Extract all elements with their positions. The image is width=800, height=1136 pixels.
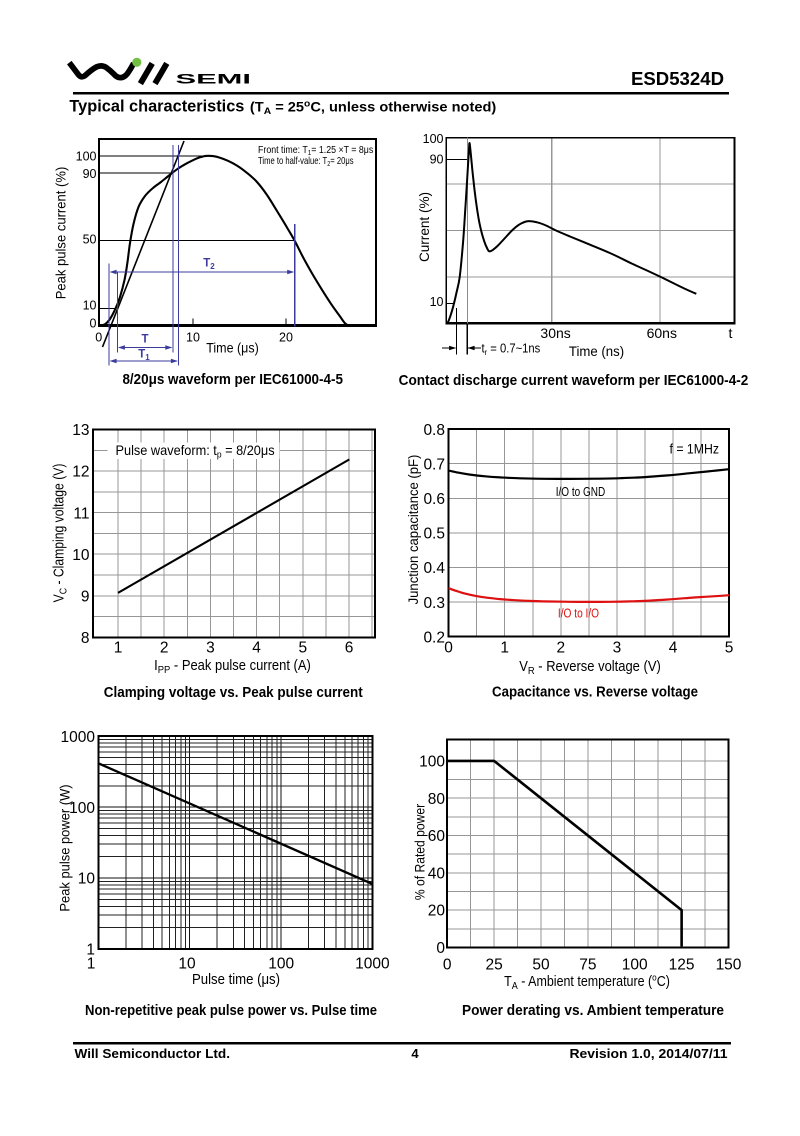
svg-text:10: 10: [72, 547, 90, 564]
svg-text:Front time: T1= 1.25 ×T = 8μs: Front time: T1= 1.25 ×T = 8μs: [258, 144, 373, 157]
svg-text:25: 25: [485, 957, 502, 974]
svg-text:T: T: [141, 334, 148, 346]
svg-text:20: 20: [428, 903, 446, 920]
svg-text:0: 0: [436, 940, 445, 957]
svg-text:Pulse waveform: tp = 8/20μs: Pulse waveform: tp = 8/20μs: [116, 443, 276, 460]
svg-text:10: 10: [178, 955, 196, 972]
svg-text:Time (μs): Time (μs): [206, 340, 259, 356]
svg-text:Revision 1.0, 2014/07/11: Revision 1.0, 2014/07/11: [570, 1046, 728, 1061]
svg-text:10: 10: [186, 330, 200, 344]
svg-text:10: 10: [78, 871, 96, 888]
svg-text:1: 1: [114, 640, 123, 657]
svg-text:60: 60: [428, 828, 446, 845]
svg-text:4: 4: [669, 640, 678, 657]
svg-text:Peak pulse power (W): Peak pulse power (W): [57, 784, 73, 911]
svg-text:6: 6: [345, 640, 354, 657]
svg-text:12: 12: [72, 464, 89, 481]
svg-text:tr = 0.7~1ns: tr = 0.7~1ns: [482, 341, 541, 357]
svg-text:1: 1: [86, 942, 95, 959]
svg-text:0: 0: [443, 957, 452, 974]
svg-text:VR - Reverse voltage (V): VR - Reverse voltage (V): [519, 658, 661, 677]
svg-text:f = 1MHz: f = 1MHz: [670, 441, 720, 456]
svg-text:2: 2: [556, 640, 565, 657]
svg-text:Typical characteristics: Typical characteristics: [69, 97, 244, 115]
svg-text:0: 0: [90, 317, 97, 331]
svg-text:20: 20: [279, 330, 293, 344]
svg-text:Peak pulse current (%): Peak pulse current (%): [53, 167, 69, 300]
svg-text:Clamping voltage vs. Peak puls: Clamping voltage vs. Peak pulse current: [104, 685, 363, 701]
svg-text:2: 2: [160, 640, 169, 657]
svg-text:(TA = 25oC, unless otherwise n: (TA = 25oC, unless otherwise noted): [250, 99, 496, 117]
svg-text:1: 1: [87, 955, 96, 972]
svg-text:100: 100: [76, 149, 97, 163]
svg-text:8/20μs waveform per IEC61000-4: 8/20μs waveform per IEC61000-4-5: [122, 371, 343, 388]
svg-text:90: 90: [430, 152, 444, 166]
svg-text:0.2: 0.2: [423, 629, 445, 646]
svg-text:30ns: 30ns: [540, 325, 570, 341]
svg-text:I/O to GND: I/O to GND: [556, 485, 606, 499]
svg-text:4: 4: [252, 640, 261, 657]
svg-text:10: 10: [430, 295, 444, 309]
svg-text:Current (%): Current (%): [416, 192, 432, 262]
svg-text:0.3: 0.3: [423, 595, 445, 612]
svg-text:90: 90: [83, 167, 97, 181]
svg-text:60ns: 60ns: [647, 325, 677, 341]
svg-text:100: 100: [419, 754, 445, 771]
svg-text:VC - Clamping voltage (V): VC - Clamping voltage (V): [50, 464, 69, 603]
svg-text:0: 0: [95, 330, 102, 344]
svg-text:10: 10: [83, 299, 97, 313]
svg-text:Time (ns): Time (ns): [569, 343, 624, 359]
svg-text:Time to half-value: T2= 20μs: Time to half-value: T2= 20μs: [258, 155, 354, 168]
svg-text:8: 8: [81, 630, 90, 647]
svg-text:100: 100: [69, 800, 95, 817]
svg-text:125: 125: [669, 957, 695, 974]
svg-text:40: 40: [428, 865, 446, 882]
svg-text:Junction capacitance (pF): Junction capacitance (pF): [406, 455, 421, 605]
svg-text:I/O to I/O: I/O to I/O: [558, 607, 599, 621]
svg-text:TA - Ambient temperature (oC): TA - Ambient temperature (oC): [504, 972, 670, 992]
svg-text:11: 11: [73, 505, 89, 522]
svg-text:0: 0: [444, 640, 453, 657]
svg-text:0.7: 0.7: [423, 457, 445, 474]
svg-text:0.4: 0.4: [423, 560, 445, 577]
svg-text:0.5: 0.5: [423, 526, 445, 543]
svg-text:3: 3: [613, 640, 622, 657]
svg-text:0.6: 0.6: [423, 491, 445, 508]
svg-text:3: 3: [206, 640, 215, 657]
svg-text:9: 9: [81, 588, 90, 605]
svg-text:100: 100: [622, 957, 648, 974]
svg-text:Will Semiconductor Ltd.: Will Semiconductor Ltd.: [75, 1046, 231, 1061]
svg-text:% of Rated power: % of Rated power: [412, 804, 428, 900]
svg-text:5: 5: [298, 640, 307, 657]
svg-text:13: 13: [72, 422, 89, 439]
svg-text:150: 150: [716, 957, 742, 974]
svg-text:IPP - Peak pulse current (A): IPP - Peak pulse current (A): [154, 657, 311, 676]
svg-text:1000: 1000: [61, 729, 96, 746]
svg-text:1: 1: [500, 640, 509, 657]
svg-text:80: 80: [428, 791, 446, 808]
svg-text:50: 50: [83, 233, 97, 247]
svg-text:4: 4: [411, 1046, 419, 1061]
svg-text:50: 50: [532, 957, 550, 974]
svg-text:Non-repetitive peak pulse powe: Non-repetitive peak pulse power vs. Puls…: [85, 1003, 377, 1019]
svg-text:Pulse time (μs): Pulse time (μs): [192, 972, 280, 988]
svg-text:1000: 1000: [355, 955, 390, 972]
svg-text:75: 75: [579, 957, 596, 974]
svg-text:ESD5324D: ESD5324D: [631, 69, 724, 89]
svg-text:t: t: [728, 325, 732, 341]
svg-text:100: 100: [268, 955, 294, 972]
svg-text:100: 100: [423, 132, 444, 146]
svg-text:Contact discharge current wave: Contact discharge current waveform per I…: [399, 372, 749, 389]
svg-text:SEMI: SEMI: [176, 72, 252, 87]
svg-text:Power derating vs. Ambient tem: Power derating vs. Ambient temperature: [462, 1003, 724, 1019]
svg-text:5: 5: [725, 640, 734, 657]
svg-text:0.8: 0.8: [423, 422, 445, 439]
svg-text:Capacitance vs. Reverse voltag: Capacitance vs. Reverse voltage: [492, 685, 698, 701]
